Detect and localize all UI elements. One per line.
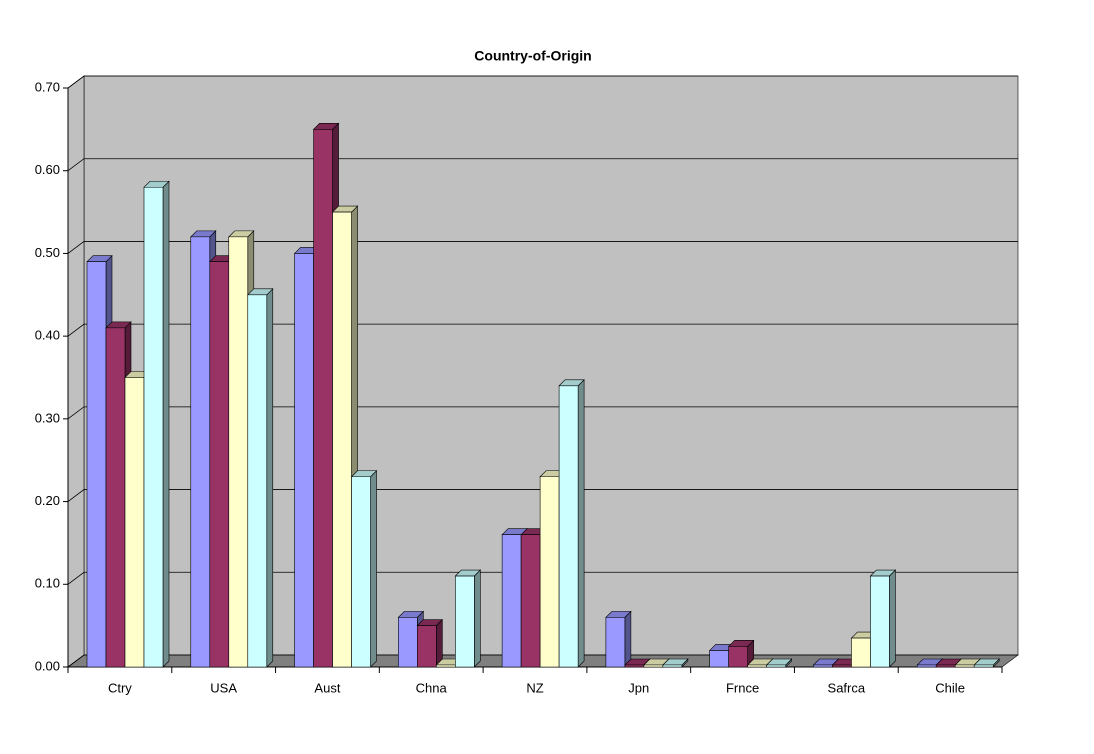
bar-side — [624, 610, 632, 668]
bar-front — [747, 664, 767, 668]
x-tick-label: USA — [210, 680, 237, 695]
bar — [350, 470, 378, 668]
bar-front — [501, 534, 522, 668]
y-tick-label: 0.00 — [35, 658, 60, 673]
bar-front — [973, 664, 994, 668]
bar-side — [889, 569, 896, 668]
x-tick-label: Frnce — [726, 680, 759, 695]
bar-front — [851, 637, 871, 668]
bar — [869, 569, 897, 668]
bar-front — [539, 476, 560, 668]
bar — [247, 288, 274, 668]
x-tick-label: Aust — [314, 680, 340, 695]
bar-front — [935, 664, 956, 668]
x-tick-label: Chile — [935, 680, 965, 695]
bar-side — [577, 379, 585, 668]
bar — [605, 610, 632, 668]
grid-line — [67, 323, 1018, 337]
bar-front — [436, 664, 456, 668]
y-tick-label: 0.50 — [35, 245, 60, 260]
bar-front — [417, 625, 437, 668]
x-tick-label: Safrca — [828, 680, 866, 695]
bar-front — [124, 377, 145, 668]
bar-side — [474, 569, 481, 668]
bar-front — [728, 646, 748, 668]
grid-line — [67, 241, 1018, 254]
bar-front — [662, 664, 683, 668]
grid-line — [67, 75, 1018, 89]
bar-side — [162, 180, 170, 668]
bar — [558, 379, 585, 668]
bar-front — [228, 236, 249, 668]
bar-front — [455, 575, 475, 668]
bar-front — [294, 253, 314, 668]
bar-front — [190, 236, 211, 668]
bar-front — [520, 534, 541, 668]
bar-front — [709, 650, 729, 668]
grid-line — [67, 406, 1018, 420]
bar-front — [954, 664, 975, 668]
bar — [973, 658, 1000, 668]
grid-line — [67, 158, 1018, 172]
x-tick-label: Ctry — [108, 680, 132, 695]
x-tick-label: NZ — [526, 680, 543, 695]
grid-line — [67, 571, 1018, 585]
bar-front — [351, 476, 371, 668]
bar-front — [105, 327, 126, 668]
bar — [727, 639, 755, 668]
bar-front — [313, 129, 333, 668]
bar-front — [398, 617, 418, 668]
bar-front — [870, 575, 890, 668]
grid-line — [67, 489, 1018, 502]
grid-line — [67, 654, 1018, 668]
bar-front — [332, 211, 352, 668]
bar-front — [832, 664, 852, 668]
bar-side — [370, 470, 377, 668]
x-tick-label: Jpn — [628, 680, 649, 695]
bar — [765, 658, 793, 668]
bar — [143, 180, 170, 668]
y-tick-label: 0.60 — [35, 162, 60, 177]
bar-side — [266, 288, 274, 668]
bar-front — [605, 617, 626, 668]
y-tick-label: 0.40 — [35, 328, 60, 343]
bar-front — [643, 664, 664, 668]
bar-front — [916, 664, 937, 668]
y-tick-label: 0.30 — [35, 410, 60, 425]
x-tick-label: Chna — [416, 680, 448, 695]
bar-front — [86, 261, 107, 668]
bar — [454, 569, 482, 668]
y-tick-label: 0.70 — [35, 79, 60, 94]
bar-front — [558, 385, 579, 668]
bar-front — [143, 186, 164, 668]
bar-front — [209, 261, 230, 668]
bar-front — [247, 294, 268, 668]
bar-front — [624, 664, 645, 668]
chart-title: Country-of-Origin — [474, 48, 591, 64]
y-tick-label: 0.20 — [35, 493, 60, 508]
bar — [662, 658, 689, 668]
bar — [416, 618, 444, 668]
bar-front — [766, 664, 786, 668]
bar-front — [813, 664, 833, 668]
y-tick-label: 0.10 — [35, 576, 60, 591]
